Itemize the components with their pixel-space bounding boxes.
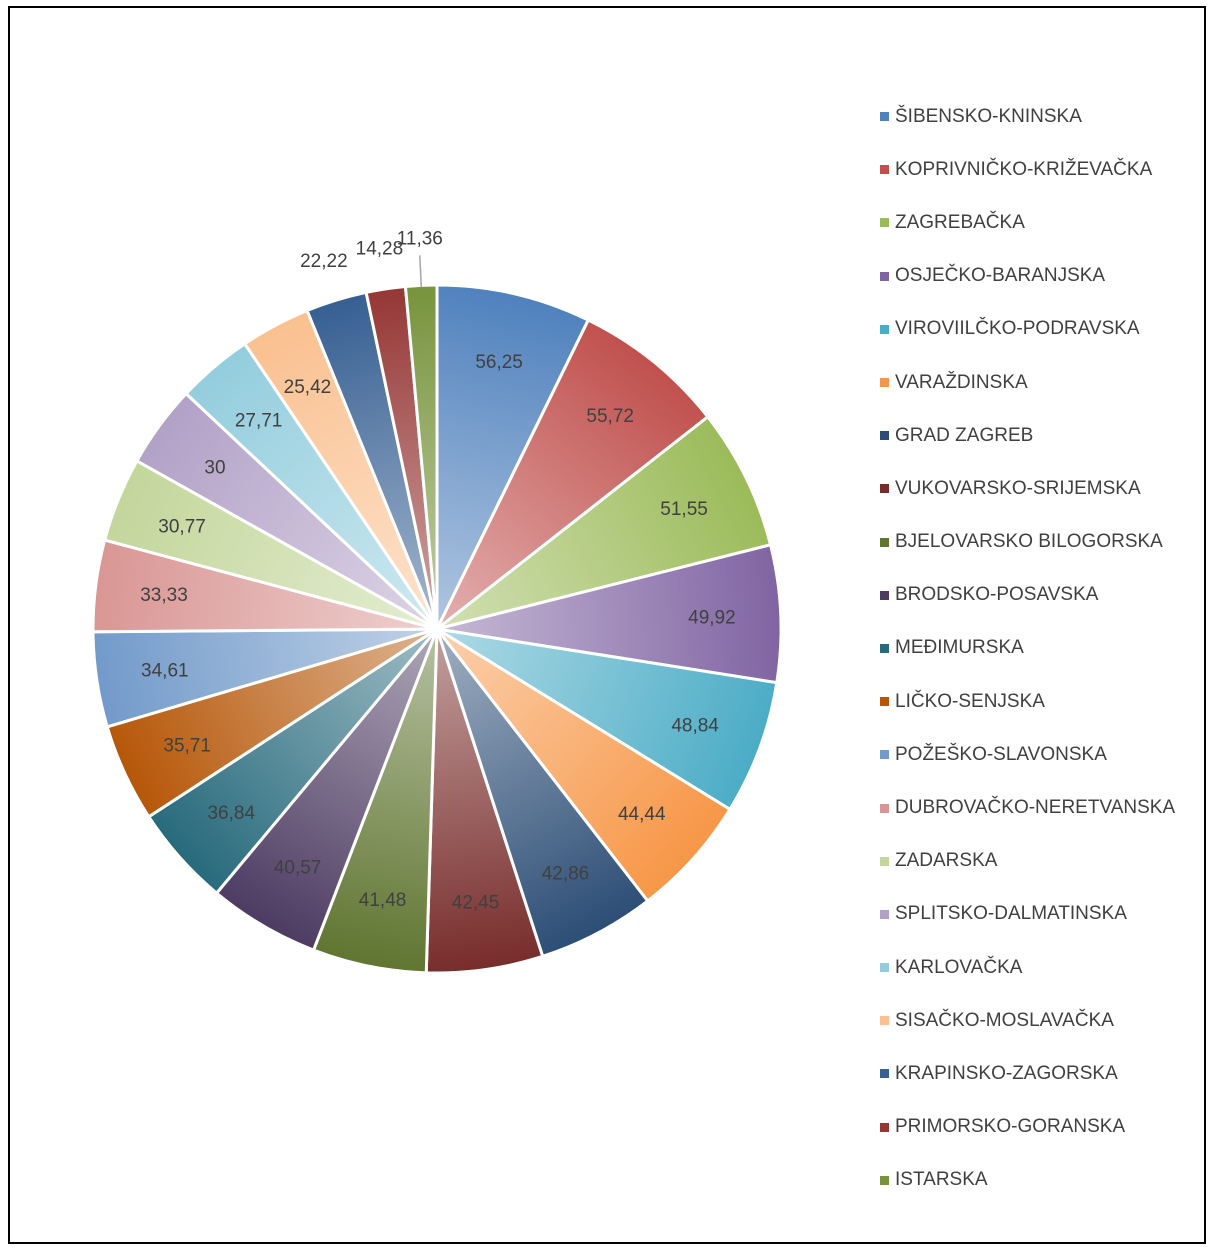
legend-label: VIROVIILČKO-PODRAVSKA <box>895 318 1140 340</box>
legend-label: ISTARSKA <box>895 1169 988 1191</box>
legend-item: GRAD ZAGREB <box>880 409 1175 462</box>
legend-swatch <box>880 378 889 388</box>
leader-line <box>419 255 423 288</box>
legend-label: KRAPINSKO-ZAGORSKA <box>895 1062 1118 1084</box>
legend-swatch <box>880 165 889 175</box>
legend-item: KRAPINSKO-ZAGORSKA <box>880 1047 1175 1100</box>
legend-item: SISAČKO-MOSLAVAČKA <box>880 994 1175 1047</box>
legend-swatch <box>880 963 889 973</box>
legend-item: VIROVIILČKO-PODRAVSKA <box>880 303 1175 356</box>
pie-slice-0 <box>435 283 591 630</box>
legend-swatch <box>880 1069 889 1079</box>
legend-swatch <box>880 537 889 547</box>
legend-swatch <box>880 909 889 919</box>
legend-item: SPLITSKO-DALMATINSKA <box>880 888 1175 941</box>
legend-swatch <box>880 1122 889 1132</box>
legend-item: POŽEŠKO-SLAVONSKA <box>880 728 1175 781</box>
data-label-6: 42,86 <box>542 863 590 884</box>
legend-item: ŠIBENSKO-KNINSKA <box>880 90 1175 143</box>
legend-swatch <box>880 271 889 281</box>
legend-item: PRIMORSKO-GORANSKA <box>880 1101 1175 1154</box>
legend-swatch <box>880 112 889 122</box>
legend-swatch <box>880 324 889 334</box>
data-label-4: 48,84 <box>671 715 719 736</box>
pie-slice-2 <box>436 414 773 631</box>
legend: ŠIBENSKO-KNINSKA KOPRIVNIČKO-KRIŽEVAČKA ZA… <box>880 90 1175 1207</box>
legend-item: LIČKO-SENJSKA <box>880 675 1175 728</box>
data-label-1: 55,72 <box>586 406 634 427</box>
legend-swatch <box>880 643 889 653</box>
data-label-0: 56,25 <box>475 352 523 373</box>
legend-item: MEĐIMURSKA <box>880 622 1175 675</box>
legend-item: KARLOVAČKA <box>880 941 1175 994</box>
chart-frame: 56,25 55,72 51,55 49,92 48,84 44,44 42,86 42,45… <box>8 6 1206 1244</box>
data-label-3: 49,92 <box>688 608 736 629</box>
legend-swatch <box>880 590 889 600</box>
legend-label: OSJEČKO-BARANJSKA <box>895 265 1106 287</box>
data-label-12: 34,61 <box>141 661 189 682</box>
legend-item: ZADARSKA <box>880 835 1175 888</box>
data-label-9: 40,57 <box>274 857 322 878</box>
data-label-13: 33,33 <box>140 585 188 606</box>
legend-label: SISAČKO-MOSLAVAČKA <box>895 1009 1114 1031</box>
pie-slice-4 <box>436 627 779 812</box>
data-label-20: 11,36 <box>397 228 443 249</box>
legend-item: DUBROVAČKO-NERETVANSKA <box>880 781 1175 834</box>
legend-label: ZADARSKA <box>895 850 998 872</box>
legend-item: KOPRIVNIČKO-KRIŽEVAČKA <box>880 143 1175 196</box>
legend-item: VUKOVARSKO-SRIJEMSKA <box>880 462 1175 515</box>
data-label-7: 42,45 <box>452 892 500 913</box>
data-label-2: 51,55 <box>660 499 708 520</box>
legend-label: BJELOVARSKO BILOGORSKA <box>895 531 1163 553</box>
data-label-18: 22,22 <box>300 251 348 272</box>
legend-label: POŽEŠKO-SLAVONSKA <box>895 743 1107 765</box>
data-label-19: 14,28 <box>356 238 404 259</box>
data-label-16: 27,71 <box>235 410 283 431</box>
legend-label: KARLOVAČKA <box>895 956 1023 978</box>
legend-label: MEĐIMURSKA <box>895 637 1024 659</box>
legend-swatch <box>880 1175 889 1185</box>
legend-label: VUKOVARSKO-SRIJEMSKA <box>895 477 1141 499</box>
data-label-11: 35,71 <box>163 735 211 756</box>
legend-swatch <box>880 484 889 494</box>
data-label-14: 30,77 <box>158 516 206 537</box>
legend-swatch <box>880 697 889 707</box>
legend-label: BRODSKO-POSAVSKA <box>895 584 1099 606</box>
legend-swatch <box>880 856 889 866</box>
legend-label: ŠIBENSKO-KNINSKA <box>895 105 1082 127</box>
pie-slice-5 <box>435 627 732 904</box>
legend-label: LIČKO-SENJSKA <box>895 690 1045 712</box>
pie-slice-3 <box>436 542 783 685</box>
data-label-10: 36,84 <box>207 803 255 824</box>
data-label-5: 44,44 <box>618 804 666 825</box>
legend-label: DUBROVAČKO-NERETVANSKA <box>895 797 1176 819</box>
pie-slice-1 <box>435 318 710 631</box>
legend-swatch <box>880 750 889 760</box>
legend-item: BJELOVARSKO BILOGORSKA <box>880 516 1175 569</box>
legend-label: SPLITSKO-DALMATINSKA <box>895 903 1127 925</box>
legend-swatch <box>880 803 889 813</box>
data-label-17: 25,42 <box>284 377 332 398</box>
legend-item: ISTARSKA <box>880 1154 1175 1207</box>
legend-label: KOPRIVNIČKO-KRIŽEVAČKA <box>895 158 1153 180</box>
data-label-15: 30 <box>204 457 225 478</box>
legend-item: ZAGREBAČKA <box>880 196 1175 249</box>
legend-item: BRODSKO-POSAVSKA <box>880 569 1175 622</box>
legend-label: GRAD ZAGREB <box>895 424 1034 446</box>
legend-label: ZAGREBAČKA <box>895 211 1025 233</box>
legend-label: PRIMORSKO-GORANSKA <box>895 1116 1126 1138</box>
legend-swatch <box>880 218 889 228</box>
legend-item: OSJEČKO-BARANJSKA <box>880 250 1175 303</box>
legend-swatch <box>880 1016 889 1026</box>
legend-label: VARAŽDINSKA <box>895 371 1028 393</box>
legend-item: VARAŽDINSKA <box>880 356 1175 409</box>
pie-chart: 56,25 55,72 51,55 49,92 48,84 44,44 42,86 42,45… <box>91 228 783 975</box>
data-label-8: 41,48 <box>359 890 407 911</box>
legend-swatch <box>880 431 889 441</box>
